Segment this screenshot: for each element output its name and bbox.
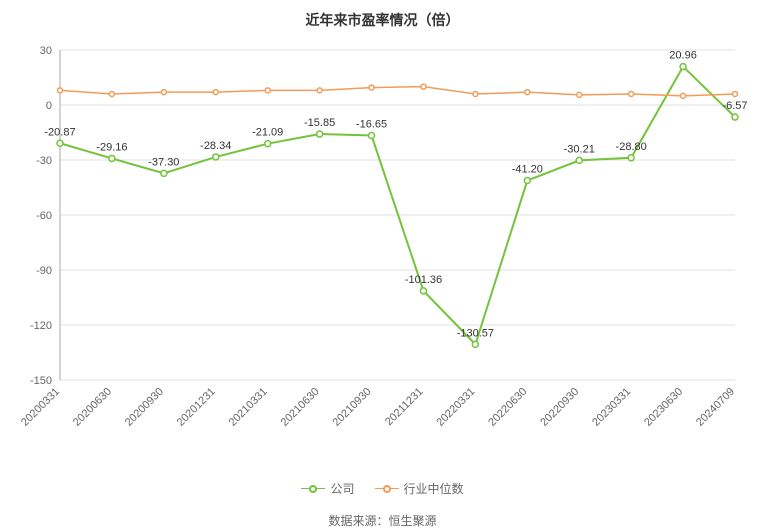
svg-text:-29.16: -29.16	[96, 141, 127, 153]
svg-text:-150: -150	[30, 375, 52, 387]
svg-text:-120: -120	[30, 320, 52, 332]
svg-text:0: 0	[46, 100, 52, 112]
legend-label-industry: 行业中位数	[404, 480, 464, 497]
svg-text:-20.87: -20.87	[44, 126, 75, 138]
svg-text:20211231: 20211231	[383, 386, 426, 429]
svg-text:-28.34: -28.34	[200, 140, 231, 152]
legend-marker-industry	[375, 484, 399, 494]
svg-text:30: 30	[40, 45, 52, 57]
svg-text:-37.30: -37.30	[148, 156, 179, 168]
svg-text:-101.36: -101.36	[405, 274, 442, 286]
legend-item-industry: 行业中位数	[375, 480, 464, 497]
svg-text:20230331: 20230331	[590, 386, 633, 429]
legend: 公司 行业中位数	[0, 480, 765, 497]
svg-text:20200930: 20200930	[123, 386, 166, 429]
svg-text:-15.85: -15.85	[304, 117, 335, 129]
svg-text:20220630: 20220630	[486, 386, 529, 429]
svg-text:20210630: 20210630	[279, 386, 322, 429]
svg-text:-60: -60	[36, 210, 52, 222]
svg-text:-90: -90	[36, 265, 52, 277]
svg-text:-21.09: -21.09	[252, 127, 283, 139]
legend-item-company: 公司	[301, 480, 354, 497]
svg-text:-28.80: -28.80	[616, 141, 647, 153]
svg-text:-30: -30	[36, 155, 52, 167]
svg-text:20210331: 20210331	[227, 386, 270, 429]
svg-text:20.96: 20.96	[669, 50, 697, 62]
svg-text:-130.57: -130.57	[457, 327, 494, 339]
svg-text:20230630: 20230630	[642, 386, 685, 429]
svg-text:-6.57: -6.57	[722, 100, 747, 112]
svg-text:20200630: 20200630	[71, 386, 114, 429]
svg-text:20240709: 20240709	[694, 386, 737, 429]
svg-text:20220930: 20220930	[538, 386, 581, 429]
chart-title: 近年来市盈率情况（倍）	[0, 0, 765, 40]
data-source: 数据来源：恒生聚源	[0, 512, 765, 529]
legend-label-company: 公司	[330, 480, 354, 497]
svg-text:20210930: 20210930	[331, 386, 374, 429]
svg-text:20200331: 20200331	[19, 386, 62, 429]
legend-marker-company	[301, 484, 325, 494]
svg-text:20220331: 20220331	[434, 386, 477, 429]
chart-svg: -150-120-90-60-3003020200331202006302020…	[0, 40, 765, 430]
svg-text:-41.20: -41.20	[512, 164, 543, 176]
svg-text:20201231: 20201231	[175, 386, 218, 429]
chart-container: -150-120-90-60-3003020200331202006302020…	[0, 40, 765, 430]
svg-text:-30.21: -30.21	[564, 143, 595, 155]
svg-text:-16.65: -16.65	[356, 119, 387, 131]
